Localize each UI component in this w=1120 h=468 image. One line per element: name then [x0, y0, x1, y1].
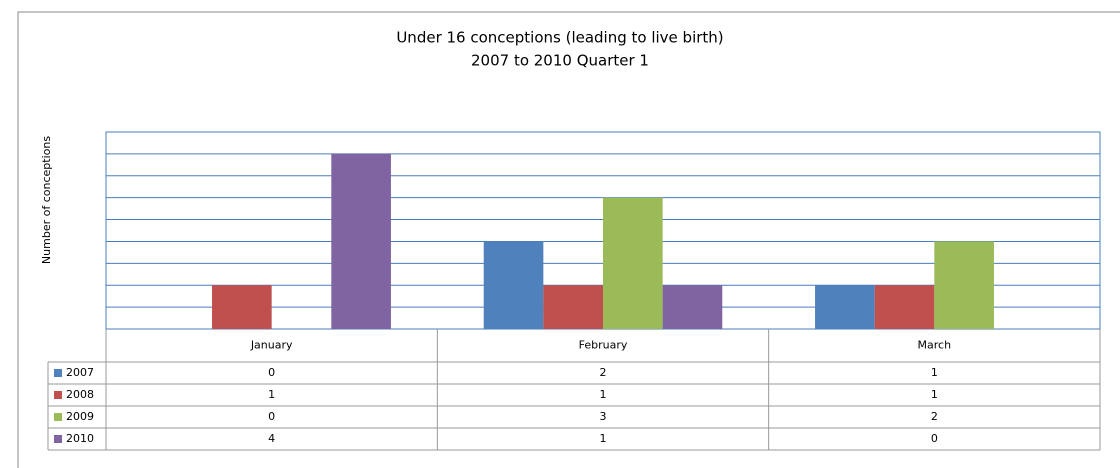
legend-swatch	[54, 435, 62, 443]
legend-label: 2009	[66, 410, 94, 423]
bar	[603, 197, 663, 329]
legend-swatch	[54, 413, 62, 421]
table-value: 4	[268, 432, 275, 445]
bar	[815, 285, 875, 329]
legend-label: 2010	[66, 432, 94, 445]
chart-title: Under 16 conceptions (leading to live bi…	[396, 29, 723, 47]
table-value: 1	[600, 432, 607, 445]
bar	[934, 241, 994, 329]
table-value: 1	[600, 388, 607, 401]
table-value: 0	[268, 410, 275, 423]
table-value: 0	[931, 432, 938, 445]
x-tick-label: February	[579, 339, 628, 352]
legend-label: 2008	[66, 388, 94, 401]
table-value: 3	[600, 410, 607, 423]
y-axis-label: Number of conceptions	[40, 136, 53, 264]
bar	[543, 285, 603, 329]
legend-swatch	[54, 369, 62, 377]
legend-label: 2007	[66, 366, 94, 379]
bar	[331, 153, 391, 329]
x-tick-label: January	[250, 339, 293, 352]
bar	[874, 285, 935, 329]
table-value: 1	[931, 366, 938, 379]
table-value: 1	[931, 388, 938, 401]
bar	[212, 285, 272, 329]
table-value: 2	[931, 410, 938, 423]
bar	[483, 241, 544, 329]
legend-swatch	[54, 391, 62, 399]
x-tick-label: March	[918, 339, 952, 352]
table-value: 1	[268, 388, 275, 401]
bar	[662, 285, 723, 329]
chart-frame	[17, 11, 1120, 468]
table-value: 2	[600, 366, 607, 379]
chart-subtitle: 2007 to 2010 Quarter 1	[471, 52, 649, 70]
table-value: 0	[268, 366, 275, 379]
